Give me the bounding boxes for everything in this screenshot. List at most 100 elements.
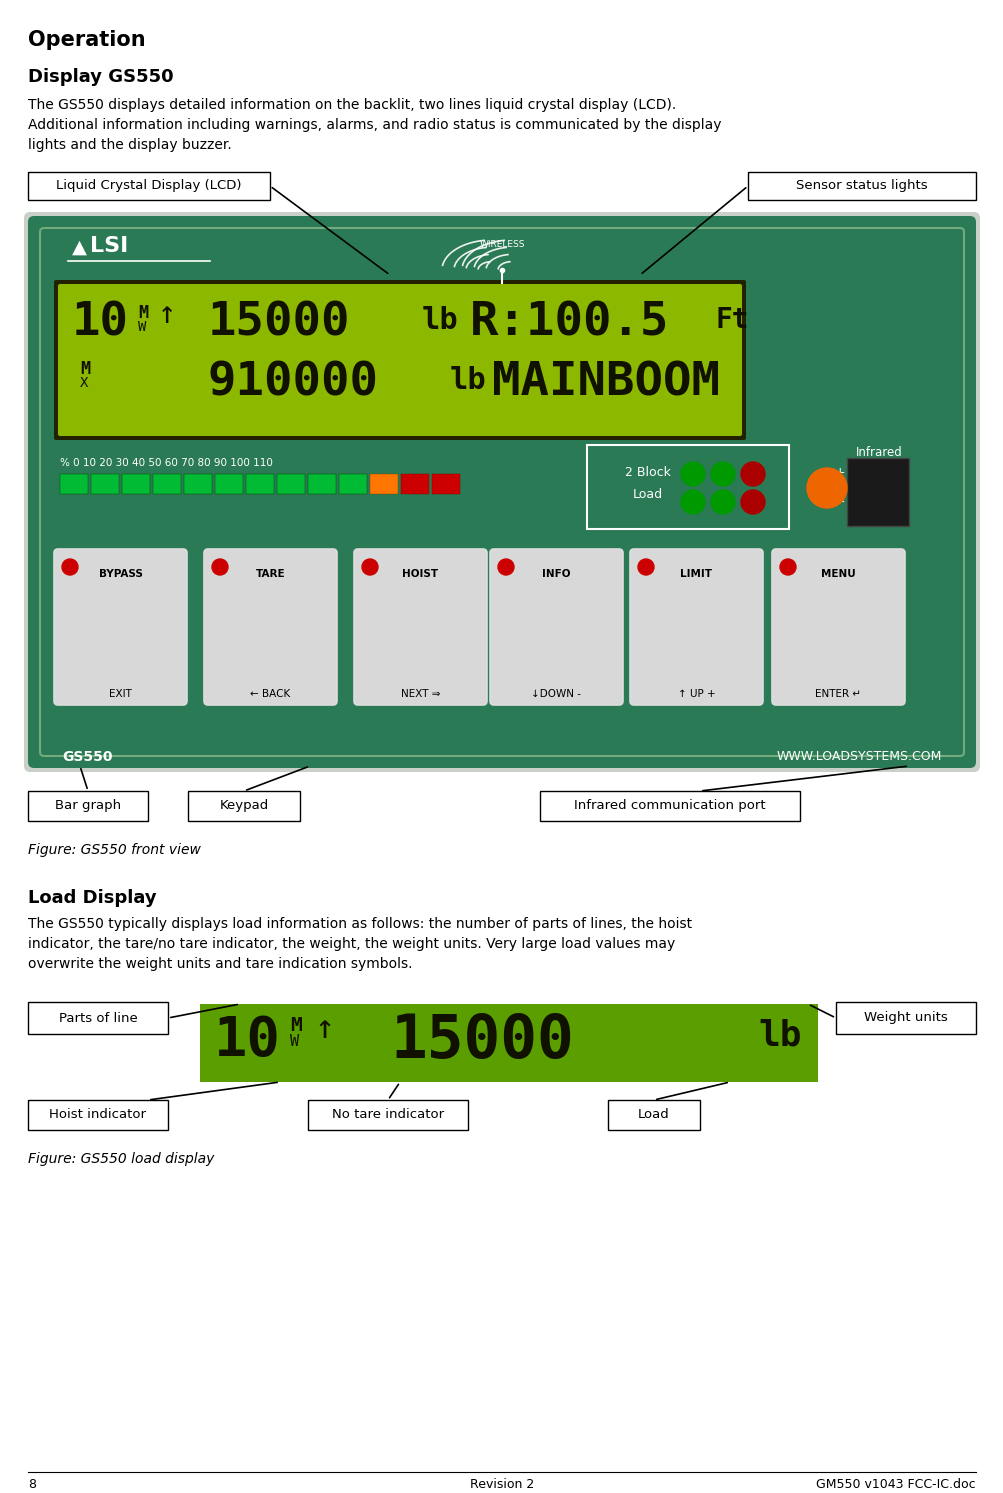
- Bar: [60, 473, 88, 494]
- Text: Infrared: Infrared: [855, 446, 902, 458]
- Text: Additional information including warnings, alarms, and radio status is communica: Additional information including warning…: [28, 118, 721, 131]
- Text: TARE: TARE: [256, 569, 285, 579]
- Text: BYPASS: BYPASS: [98, 569, 142, 579]
- Bar: [847, 458, 908, 526]
- Bar: [246, 473, 274, 494]
- Bar: [339, 473, 367, 494]
- Text: WWW.LOADSYSTEMS.COM: WWW.LOADSYSTEMS.COM: [776, 749, 941, 763]
- FancyBboxPatch shape: [24, 212, 979, 772]
- Text: M: M: [80, 360, 90, 378]
- Text: 910000: 910000: [208, 360, 378, 405]
- Text: The GS550 typically displays load information as follows: the number of parts of: The GS550 typically displays load inform…: [28, 917, 691, 932]
- FancyBboxPatch shape: [629, 549, 762, 705]
- Bar: [277, 473, 305, 494]
- Text: A: A: [718, 497, 726, 508]
- FancyBboxPatch shape: [204, 549, 337, 705]
- Text: −: −: [834, 496, 845, 509]
- Text: ▲: ▲: [72, 237, 87, 257]
- Bar: [184, 473, 212, 494]
- FancyBboxPatch shape: [835, 1002, 975, 1035]
- Text: 8: 8: [28, 1478, 36, 1492]
- FancyBboxPatch shape: [200, 1003, 817, 1082]
- FancyBboxPatch shape: [54, 281, 745, 440]
- FancyBboxPatch shape: [188, 791, 300, 821]
- Text: Revision 2: Revision 2: [469, 1478, 534, 1492]
- Text: The GS550 displays detailed information on the backlit, two lines liquid crystal: The GS550 displays detailed information …: [28, 99, 676, 112]
- Text: Display GS550: Display GS550: [28, 69, 174, 87]
- FancyBboxPatch shape: [608, 1100, 699, 1130]
- Text: Figure: GS550 load display: Figure: GS550 load display: [28, 1153, 215, 1166]
- Text: indicator, the tare/no tare indicator, the weight, the weight units. Very large : indicator, the tare/no tare indicator, t…: [28, 938, 675, 951]
- Text: ← BACK: ← BACK: [250, 688, 290, 699]
- Text: Operation: Operation: [28, 30, 145, 49]
- Text: Infrared communication port: Infrared communication port: [574, 799, 765, 812]
- Text: Liquid Crystal Display (LCD): Liquid Crystal Display (LCD): [56, 179, 242, 193]
- FancyBboxPatch shape: [747, 172, 975, 200]
- Text: Figure: GS550 front view: Figure: GS550 front view: [28, 844, 201, 857]
- Text: ↓DOWN -: ↓DOWN -: [531, 688, 581, 699]
- Text: 2 Block: 2 Block: [625, 466, 670, 479]
- Text: M: M: [290, 1017, 302, 1035]
- Text: Load: Load: [632, 488, 662, 502]
- Text: NEXT ⇒: NEXT ⇒: [400, 688, 439, 699]
- Text: Parts of line: Parts of line: [58, 1011, 137, 1024]
- Text: LIMIT: LIMIT: [680, 569, 712, 579]
- Text: Weight units: Weight units: [864, 1011, 947, 1024]
- Circle shape: [710, 461, 734, 487]
- FancyBboxPatch shape: [28, 791, 147, 821]
- Circle shape: [740, 490, 764, 514]
- Text: ↑: ↑: [314, 1012, 334, 1045]
- Text: GM550 v1043 FCC-IC.doc: GM550 v1043 FCC-IC.doc: [815, 1478, 975, 1492]
- Bar: [308, 473, 336, 494]
- Text: MAINBOOM: MAINBOOM: [491, 360, 719, 405]
- Text: M: M: [687, 469, 698, 479]
- Bar: [215, 473, 243, 494]
- Circle shape: [212, 558, 228, 575]
- FancyBboxPatch shape: [28, 216, 975, 767]
- Bar: [152, 473, 181, 494]
- Circle shape: [637, 558, 653, 575]
- FancyBboxPatch shape: [28, 1100, 168, 1130]
- Text: ↑ UP +: ↑ UP +: [677, 688, 714, 699]
- Text: lb: lb: [449, 366, 486, 396]
- Text: X: X: [80, 376, 88, 390]
- Text: HOIST: HOIST: [402, 569, 438, 579]
- Text: INFO: INFO: [542, 569, 570, 579]
- Text: LSI: LSI: [90, 236, 128, 255]
- Text: W: W: [137, 320, 146, 334]
- Circle shape: [362, 558, 377, 575]
- Circle shape: [62, 558, 78, 575]
- FancyBboxPatch shape: [771, 549, 904, 705]
- FancyBboxPatch shape: [54, 549, 187, 705]
- Bar: [122, 473, 149, 494]
- Text: WIRELESS: WIRELESS: [478, 240, 525, 249]
- Text: 10: 10: [72, 302, 128, 346]
- Bar: [431, 473, 459, 494]
- Text: 15000: 15000: [208, 300, 350, 345]
- Text: ↑: ↑: [157, 300, 177, 328]
- Text: M: M: [137, 305, 147, 322]
- Text: A: A: [718, 469, 726, 479]
- Bar: [91, 473, 119, 494]
- Text: GS550: GS550: [62, 749, 112, 764]
- Text: Hoist indicator: Hoist indicator: [49, 1108, 146, 1121]
- Text: +: +: [834, 466, 845, 479]
- Text: 15000: 15000: [389, 1012, 573, 1070]
- Text: Bar graph: Bar graph: [55, 799, 121, 812]
- Circle shape: [779, 558, 795, 575]
- FancyBboxPatch shape: [489, 549, 623, 705]
- Text: 10: 10: [214, 1014, 281, 1067]
- Text: Sensor status lights: Sensor status lights: [795, 179, 927, 193]
- Circle shape: [710, 490, 734, 514]
- FancyBboxPatch shape: [308, 1100, 467, 1130]
- Text: Ft: Ft: [715, 306, 749, 334]
- Text: Load Display: Load Display: [28, 888, 156, 908]
- Text: W: W: [290, 1035, 299, 1050]
- Circle shape: [497, 558, 514, 575]
- Circle shape: [806, 467, 847, 508]
- FancyBboxPatch shape: [540, 791, 799, 821]
- FancyBboxPatch shape: [28, 1002, 168, 1035]
- Text: MENU: MENU: [820, 569, 855, 579]
- Circle shape: [680, 490, 704, 514]
- FancyBboxPatch shape: [28, 172, 270, 200]
